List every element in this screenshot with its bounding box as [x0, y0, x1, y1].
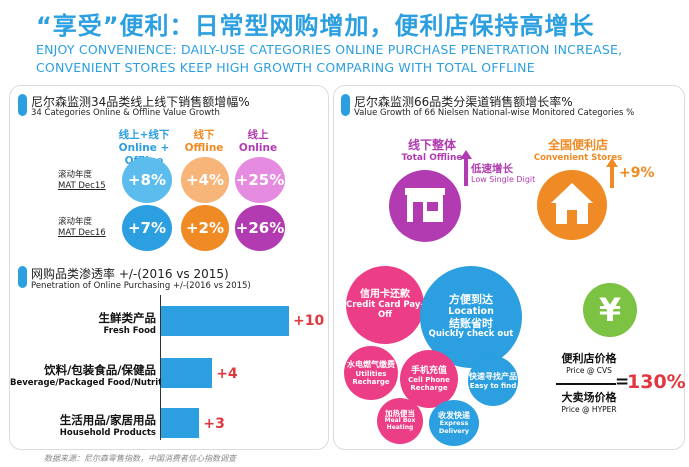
- value-circle: +2%: [181, 205, 229, 251]
- price-hyper-en: Price @ HYPER: [561, 405, 617, 414]
- section-marker: [18, 266, 27, 288]
- penetration-subheading: Penetration of Online Purchasing +/-(201…: [31, 281, 251, 291]
- bubble-en: Meal Box Heating: [384, 417, 416, 432]
- bar-value: +4: [216, 366, 238, 382]
- bar-value: +10: [293, 313, 325, 329]
- bubble-en: Quickly check out: [428, 329, 514, 340]
- bar-label-fresh-food: 生鲜类产品 Fresh Food: [10, 310, 157, 336]
- bar-label-beverage: 饮料/包装食品/保健品 Beverage/Packaged Food/Nutri…: [10, 362, 178, 388]
- total-offline-label: 线下整体 Total Offline: [392, 136, 472, 163]
- bubble-cn: 收发快递: [438, 410, 470, 420]
- credit-card-bubble: 信用卡还款 Credit Card Pay-Off: [346, 266, 424, 344]
- data-source-footer: 数据来源：尼尔森零售指数，中国消费者信心指数调查: [44, 454, 236, 463]
- section-marker: [341, 94, 350, 116]
- column-label-en: Online: [238, 142, 278, 154]
- bubble-cn: 快速寻找产品: [469, 372, 517, 382]
- value-circle: +25%: [235, 157, 285, 203]
- bubble-cn: 加热便当: [385, 408, 415, 418]
- bar-axis: [160, 295, 161, 440]
- total-offline-cn: 线下整体: [407, 138, 456, 152]
- cvs-arrow-shaft: [610, 166, 614, 188]
- row-label-cn: 滚动年度: [58, 170, 93, 180]
- storefront-icon: [405, 188, 445, 222]
- page-title: “享受”便利：日常型网购增加，便利店保持高增长: [36, 12, 595, 40]
- bubble-cn: 结账省时: [449, 316, 493, 330]
- fraction-line: [556, 383, 616, 385]
- row-label-cn: 滚动年度: [58, 217, 93, 227]
- bar-label-cn: 饮料/包装食品/保健品: [44, 363, 156, 377]
- cvs-badge: [537, 170, 607, 240]
- arrow-up-icon: [606, 158, 618, 167]
- bubble-cn: 信用卡还款: [360, 289, 410, 301]
- easy-to-find-bubble: 快速寻找产品 Easy to find: [468, 356, 518, 406]
- express-delivery-bubble: 收发快递 Express Delivery: [429, 400, 479, 446]
- meal-heating-bubble: 加热便当 Meal Box Heating: [377, 398, 423, 444]
- value-circle: +26%: [235, 205, 285, 251]
- bubble-cn: 方便到达: [449, 293, 493, 307]
- low-growth-en: Low Single Digit: [471, 175, 536, 184]
- arrow-up-icon: [460, 150, 472, 159]
- bar-value: +3: [203, 416, 225, 432]
- value-growth-heading: 尼尔森监测34品类线上线下销售额增幅%: [31, 95, 250, 109]
- column-label-en: Offline: [184, 142, 224, 154]
- value-growth-subheading: 34 Categories Online & Offline Value Gro…: [31, 108, 220, 118]
- yen-icon: ¥: [583, 283, 637, 337]
- bar-beverage: [161, 358, 213, 388]
- bubble-en: Express Delivery: [438, 419, 470, 435]
- price-cvs-en: Price @ CVS: [566, 366, 612, 375]
- price-ratio-value: 130%: [627, 371, 686, 393]
- channel-growth-heading: 尼尔森监测66品类分渠道销售额增长率%: [354, 95, 573, 109]
- bar-label-cn: 生鲜类产品: [98, 311, 157, 325]
- bar-fresh-food: [161, 306, 289, 336]
- value-circle: +8%: [122, 157, 172, 203]
- penetration-heading: 网购品类渗透率 +/-(2016 vs 2015): [31, 267, 229, 281]
- bubble-cn: 手机充值: [410, 365, 447, 376]
- column-label-cn: 线下: [193, 129, 215, 141]
- column-label-cn: 线上: [247, 129, 269, 141]
- column-label-cn: 线上+线下: [118, 129, 170, 141]
- row-label-mat-dec15: 滚动年度 MAT Dec15: [58, 170, 106, 192]
- value-circle: +7%: [122, 205, 172, 251]
- cvs-label: 全国便利店 Convenient Stores: [528, 136, 628, 163]
- page-subtitle-line2: CONVENIENT STORES KEEP HIGH GROWTH COMPA…: [36, 60, 535, 75]
- house-icon: [551, 183, 593, 224]
- bar-label-en: Fresh Food: [103, 326, 156, 336]
- offline-store-badge: [389, 170, 461, 242]
- bubble-en: Utilities Recharge: [352, 369, 390, 386]
- convenience-bubble: 方便到达 Location 结账省时 Quickly check out: [420, 266, 522, 368]
- bubble-cn: 水电燃气缴费: [347, 360, 395, 370]
- cvs-cn: 全国便利店: [547, 138, 608, 152]
- price-cvs: 便利店价格 Price @ CVS: [556, 350, 622, 375]
- cvs-growth-value: +9%: [619, 165, 655, 181]
- column-online: 线上 Online: [229, 129, 287, 155]
- column-offline: 线下 Offline: [178, 129, 230, 155]
- phone-recharge-bubble: 手机充值 Cell Phone Recharge: [400, 350, 458, 408]
- bubble-en: Location: [448, 305, 494, 317]
- bar-household: [161, 408, 200, 438]
- price-hyper-cn: 大卖场价格: [561, 391, 617, 404]
- low-growth-arrow-shaft: [464, 158, 468, 186]
- price-hyper: 大卖场价格 Price @ HYPER: [556, 389, 622, 414]
- channel-growth-subheading: Value Growth of 66 Nielsen National-wise…: [354, 108, 635, 118]
- utilities-bubble: 水电燃气缴费 Utilities Recharge: [344, 346, 398, 400]
- equals-sign: =: [615, 372, 630, 392]
- total-offline-en: Total Offline: [401, 153, 463, 163]
- value-circle: +4%: [181, 157, 229, 203]
- cvs-en: Convenient Stores: [533, 153, 623, 163]
- price-cvs-cn: 便利店价格: [561, 352, 617, 365]
- row-label-en: MAT Dec16: [58, 228, 106, 238]
- row-label-en: MAT Dec15: [58, 181, 106, 191]
- bar-label-en: Household Products: [59, 428, 156, 438]
- row-label-mat-dec16: 滚动年度 MAT Dec16: [58, 217, 106, 239]
- bubble-en: Cell Phone Recharge: [408, 376, 450, 393]
- bar-label-household: 生活用品/家居用品 Household Products: [10, 412, 156, 438]
- bar-label-en: Beverage/Packaged Food/Nutrition: [10, 378, 178, 388]
- section-marker: [18, 94, 27, 116]
- low-growth-cn: 低速增长: [471, 163, 513, 175]
- page-subtitle-line1: ENJOY CONVENIENCE: DAILY-USE CATEGORIES …: [36, 42, 623, 57]
- bar-label-cn: 生活用品/家居用品: [59, 413, 156, 427]
- left-panel: [9, 85, 329, 450]
- bubble-en: Credit Card Pay-Off: [346, 299, 424, 320]
- bubble-en: Easy to find: [469, 381, 517, 390]
